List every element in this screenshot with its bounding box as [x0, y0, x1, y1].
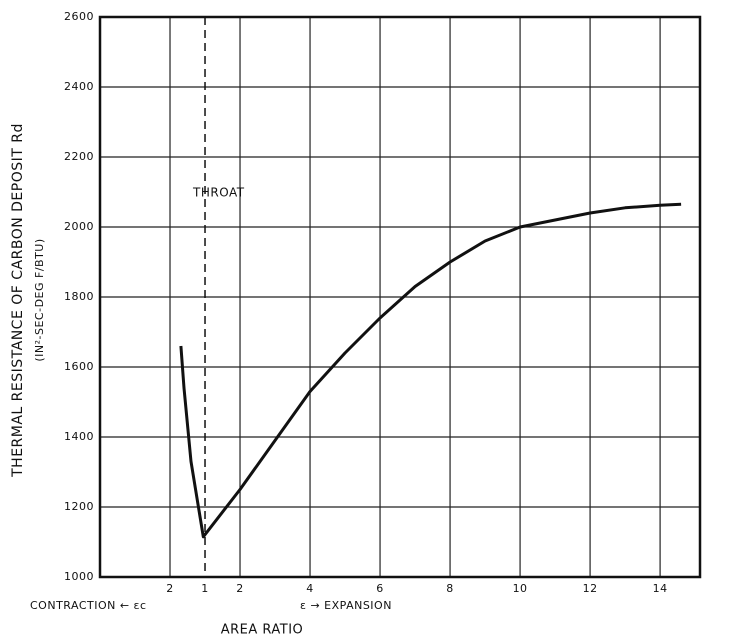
x-tick-label: 8 — [446, 582, 454, 595]
x-tick-label: 10 — [513, 582, 528, 595]
x-left-label: CONTRACTION ← εc — [30, 599, 147, 612]
x-tick-label: 6 — [376, 582, 384, 595]
data-line — [179, 202, 682, 539]
throat-label: THROAT — [192, 186, 245, 200]
y-axis-label: THERMAL RESISTANCE OF CARBON DEPOSIT Rd — [10, 123, 26, 478]
x-tick-label: 14 — [653, 582, 668, 595]
y-axis-units: (IN²-SEC-DEG F/BTU) — [33, 238, 46, 361]
x-tick-label: 2 — [166, 582, 174, 595]
y-tick-label: 1000 — [64, 570, 94, 583]
x-tick-label: 2 — [236, 582, 244, 595]
y-tick-label: 2000 — [64, 220, 94, 233]
plot-frame — [98, 15, 702, 579]
y-tick-label: 2400 — [64, 80, 94, 93]
y-tick-label: 1600 — [64, 360, 94, 373]
x-tick-label: 4 — [306, 582, 314, 595]
y-tick-label: 2200 — [64, 150, 94, 163]
x-right-label: ε → EXPANSION — [300, 599, 392, 612]
x-axis-label: AREA RATIO — [221, 623, 304, 638]
y-tick-label: 1800 — [64, 290, 94, 303]
x-tick-label: 1 — [201, 582, 209, 595]
x-tick-label: 12 — [583, 582, 598, 595]
y-tick-label: 2600 — [64, 10, 94, 23]
y-tick-label: 1400 — [64, 430, 94, 443]
y-tick-label: 1200 — [64, 500, 94, 513]
